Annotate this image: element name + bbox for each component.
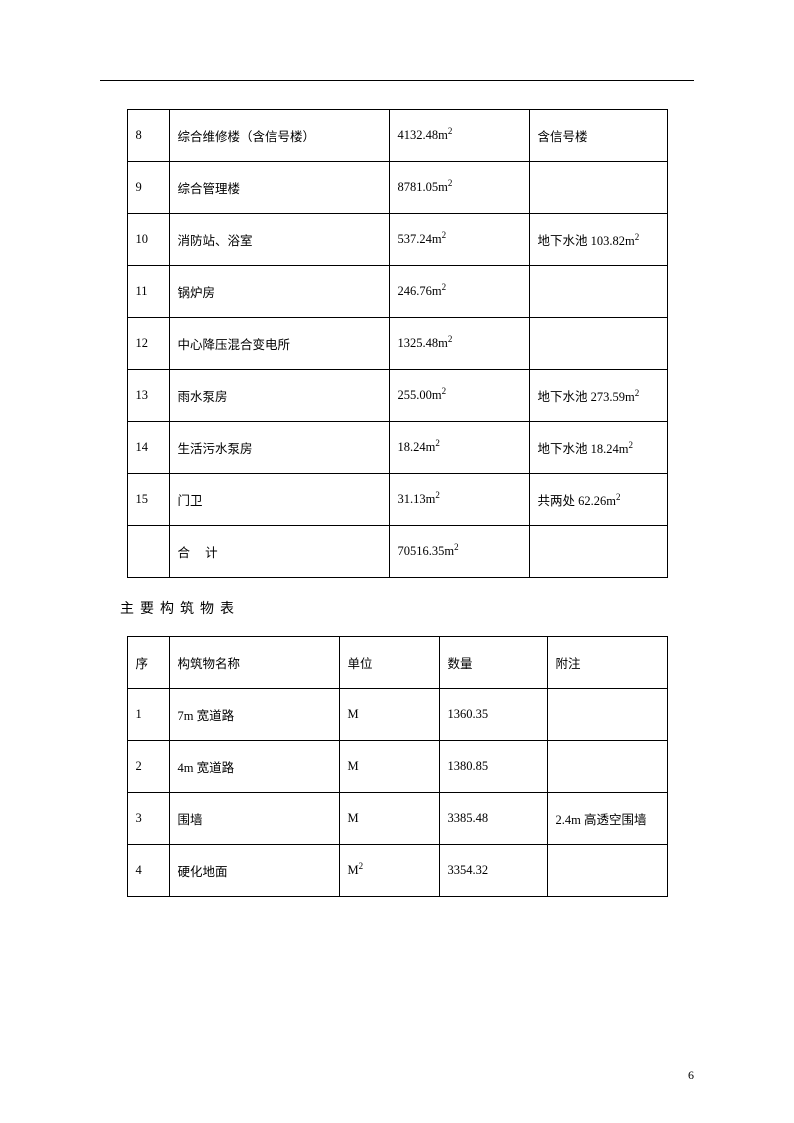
table-row: 9综合管理楼8781.05m2 <box>127 162 667 214</box>
building-note <box>529 266 667 318</box>
unit: M <box>339 689 439 741</box>
row-index: 4 <box>127 845 169 897</box>
structure-name: 4m 宽道路 <box>169 741 339 793</box>
building-area: 1325.48m2 <box>389 318 529 370</box>
column-header: 附注 <box>547 637 667 689</box>
table-row: 13雨水泵房255.00m2地下水池 273.59m2 <box>127 370 667 422</box>
building-area: 246.76m2 <box>389 266 529 318</box>
buildings-table: 8综合维修楼（含信号楼）4132.48m2含信号楼9综合管理楼8781.05m2… <box>127 109 668 578</box>
building-area: 8781.05m2 <box>389 162 529 214</box>
total-label: 合 计 <box>169 526 389 578</box>
note <box>547 845 667 897</box>
unit: M2 <box>339 845 439 897</box>
row-index: 3 <box>127 793 169 845</box>
building-name: 中心降压混合变电所 <box>169 318 389 370</box>
building-name: 消防站、浴室 <box>169 214 389 266</box>
building-area: 18.24m2 <box>389 422 529 474</box>
building-note <box>529 318 667 370</box>
note <box>547 689 667 741</box>
page-number: 6 <box>688 1068 694 1083</box>
building-area: 4132.48m2 <box>389 110 529 162</box>
header-rule <box>100 80 694 81</box>
section-title: 主要构筑物表 <box>120 598 694 618</box>
table-row: 17m 宽道路M1360.35 <box>127 689 667 741</box>
total-area: 70516.35m2 <box>389 526 529 578</box>
table-row: 10消防站、浴室537.24m2地下水池 103.82m2 <box>127 214 667 266</box>
building-name: 综合管理楼 <box>169 162 389 214</box>
table-row: 11锅炉房246.76m2 <box>127 266 667 318</box>
row-index: 14 <box>127 422 169 474</box>
row-index: 8 <box>127 110 169 162</box>
row-index: 1 <box>127 689 169 741</box>
building-name: 锅炉房 <box>169 266 389 318</box>
building-note: 地下水池 103.82m2 <box>529 214 667 266</box>
structures-table: 序构筑物名称单位数量附注17m 宽道路M1360.3524m 宽道路M1380.… <box>127 636 668 897</box>
building-name: 综合维修楼（含信号楼） <box>169 110 389 162</box>
note: 2.4m 高透空围墙 <box>547 793 667 845</box>
structure-name: 围墙 <box>169 793 339 845</box>
table-row: 8综合维修楼（含信号楼）4132.48m2含信号楼 <box>127 110 667 162</box>
building-note: 共两处 62.26m2 <box>529 474 667 526</box>
building-area: 31.13m2 <box>389 474 529 526</box>
empty-cell <box>529 526 667 578</box>
header-row: 序构筑物名称单位数量附注 <box>127 637 667 689</box>
building-name: 生活污水泵房 <box>169 422 389 474</box>
row-index: 11 <box>127 266 169 318</box>
table-row: 3围墙M3385.482.4m 高透空围墙 <box>127 793 667 845</box>
quantity: 3354.32 <box>439 845 547 897</box>
row-index: 13 <box>127 370 169 422</box>
row-index: 12 <box>127 318 169 370</box>
row-index: 2 <box>127 741 169 793</box>
building-name: 门卫 <box>169 474 389 526</box>
table-row: 12中心降压混合变电所1325.48m2 <box>127 318 667 370</box>
quantity: 3385.48 <box>439 793 547 845</box>
quantity: 1360.35 <box>439 689 547 741</box>
building-area: 255.00m2 <box>389 370 529 422</box>
row-index: 10 <box>127 214 169 266</box>
unit: M <box>339 793 439 845</box>
table-row: 24m 宽道路M1380.85 <box>127 741 667 793</box>
row-index: 15 <box>127 474 169 526</box>
column-header: 数量 <box>439 637 547 689</box>
unit: M <box>339 741 439 793</box>
structure-name: 7m 宽道路 <box>169 689 339 741</box>
column-header: 构筑物名称 <box>169 637 339 689</box>
table-row: 4硬化地面M23354.32 <box>127 845 667 897</box>
building-name: 雨水泵房 <box>169 370 389 422</box>
building-note: 含信号楼 <box>529 110 667 162</box>
row-index: 9 <box>127 162 169 214</box>
total-row: 合 计70516.35m2 <box>127 526 667 578</box>
building-note: 地下水池 18.24m2 <box>529 422 667 474</box>
building-area: 537.24m2 <box>389 214 529 266</box>
table-row: 14生活污水泵房18.24m2地下水池 18.24m2 <box>127 422 667 474</box>
quantity: 1380.85 <box>439 741 547 793</box>
table-row: 15门卫31.13m2共两处 62.26m2 <box>127 474 667 526</box>
empty-cell <box>127 526 169 578</box>
building-note: 地下水池 273.59m2 <box>529 370 667 422</box>
column-header: 单位 <box>339 637 439 689</box>
building-note <box>529 162 667 214</box>
column-header: 序 <box>127 637 169 689</box>
note <box>547 741 667 793</box>
structure-name: 硬化地面 <box>169 845 339 897</box>
